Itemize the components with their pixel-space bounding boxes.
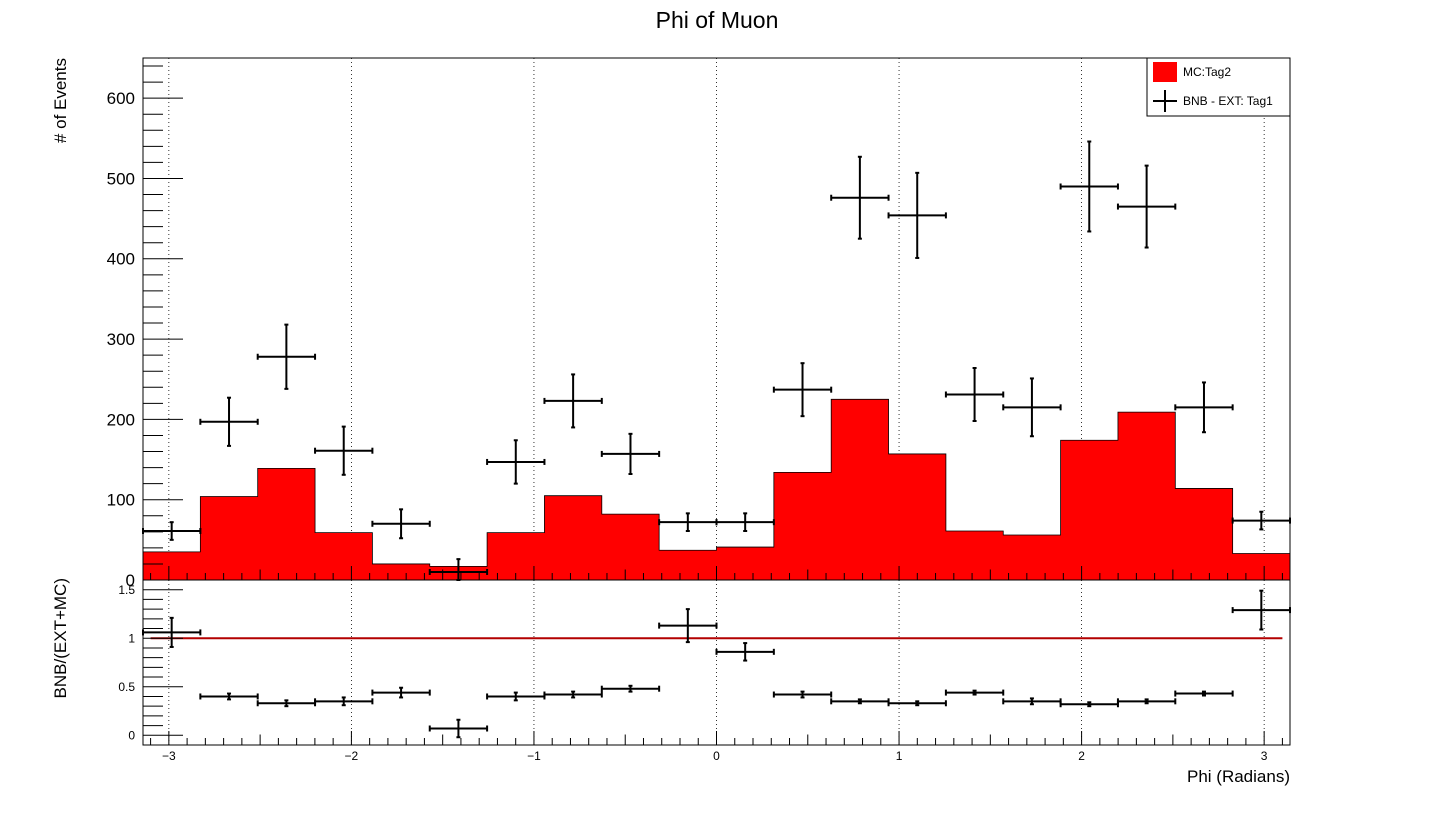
x-tick-label: −3 bbox=[162, 749, 176, 763]
bnb-ext-point bbox=[543, 373, 603, 429]
bnb-ext-point bbox=[486, 439, 546, 485]
legend-label-bnb: BNB - EXT: Tag1 bbox=[1183, 94, 1273, 108]
top-y-tick-label: 600 bbox=[107, 89, 135, 108]
bnb-ext-point bbox=[944, 366, 1005, 422]
ratio-point bbox=[1116, 698, 1177, 705]
top-y-tick-label: 100 bbox=[107, 491, 135, 510]
bnb-ext-points bbox=[142, 140, 1291, 581]
ratio-point bbox=[1174, 690, 1234, 697]
ratio-point bbox=[600, 684, 661, 693]
ratio-point bbox=[1059, 701, 1119, 708]
legend: MC:Tag2 BNB - EXT: Tag1 bbox=[1146, 57, 1291, 117]
legend-label-mc: MC:Tag2 bbox=[1183, 65, 1231, 79]
ratio-point bbox=[371, 686, 431, 699]
ratio-y-tick-label: 1.5 bbox=[118, 583, 135, 597]
ratio-point bbox=[428, 718, 489, 739]
bnb-ext-point bbox=[1002, 377, 1062, 438]
top-y-tick-label: 400 bbox=[107, 250, 135, 269]
ratio-point bbox=[314, 696, 374, 707]
ratio-point bbox=[199, 692, 259, 701]
ratio-y-axis: 0 0.5 1 1.5 bbox=[118, 579, 183, 746]
ratio-point bbox=[658, 608, 718, 644]
bnb-ext-point bbox=[199, 396, 259, 447]
ratio-point bbox=[256, 699, 317, 708]
top-y-axis-label: # of Events bbox=[51, 58, 70, 143]
ratio-x-axis: −3 −2 −1 0 1 2 3 bbox=[150, 731, 1283, 763]
top-x-axis bbox=[150, 566, 1283, 580]
ratio-y-tick-label: 1 bbox=[128, 631, 135, 645]
ratio-points bbox=[142, 589, 1291, 739]
bnb-ext-point bbox=[371, 508, 431, 540]
bnb-ext-point bbox=[600, 432, 661, 475]
top-y-tick-label: 200 bbox=[107, 410, 135, 429]
ratio-point bbox=[772, 690, 833, 699]
top-y-tick-label: 500 bbox=[107, 169, 135, 188]
ratio-point bbox=[944, 689, 1005, 696]
ratio-point bbox=[887, 700, 947, 707]
ratio-point bbox=[830, 698, 890, 705]
bnb-ext-point bbox=[772, 362, 833, 418]
bnb-ext-point bbox=[1231, 510, 1291, 531]
ratio-y-tick-label: 0 bbox=[128, 728, 135, 742]
x-axis-label: Phi (Radians) bbox=[1187, 767, 1290, 786]
top-y-tick-label: 0 bbox=[126, 571, 135, 590]
chart-title: Phi of Muon bbox=[656, 7, 779, 33]
x-tick-label: −2 bbox=[345, 749, 359, 763]
bnb-ext-point bbox=[1116, 164, 1177, 249]
top-y-tick-label: 300 bbox=[107, 330, 135, 349]
legend-swatch-mc bbox=[1153, 62, 1177, 82]
ratio-point bbox=[715, 642, 775, 662]
bnb-ext-point bbox=[314, 425, 374, 476]
bnb-ext-point bbox=[887, 171, 947, 259]
bnb-ext-point bbox=[830, 155, 890, 240]
mc-histogram bbox=[142, 398, 1291, 581]
x-tick-label: 1 bbox=[896, 749, 903, 763]
bnb-ext-point bbox=[1059, 140, 1119, 233]
top-x-gridlines bbox=[168, 58, 1265, 580]
x-tick-label: 3 bbox=[1261, 749, 1268, 763]
x-tick-label: −1 bbox=[527, 749, 541, 763]
ratio-y-tick-label: 0.5 bbox=[118, 680, 135, 694]
mc-histogram-area bbox=[142, 398, 1291, 581]
ratio-point bbox=[543, 690, 603, 699]
bnb-ext-point bbox=[1174, 381, 1234, 434]
ratio-y-axis-label: BNB/(EXT+MC) bbox=[51, 578, 70, 698]
x-tick-label: 2 bbox=[1078, 749, 1085, 763]
bnb-ext-point bbox=[256, 323, 317, 390]
bnb-ext-point bbox=[715, 512, 775, 533]
x-tick-label: 0 bbox=[713, 749, 720, 763]
